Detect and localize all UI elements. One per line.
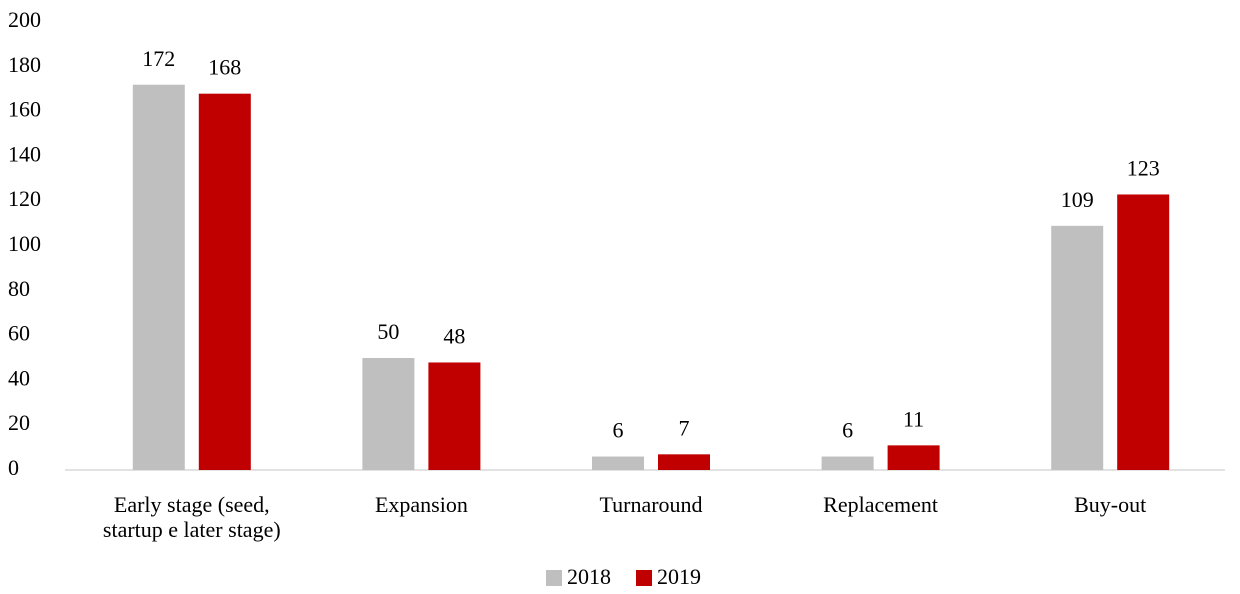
x-tick-label: Buy-out xyxy=(1074,492,1147,517)
y-tick-label: 200 xyxy=(8,7,41,32)
data-label: 123 xyxy=(1127,156,1160,181)
bar xyxy=(821,456,874,470)
y-tick-label: 40 xyxy=(8,365,30,390)
legend-swatch xyxy=(546,570,562,586)
data-label: 6 xyxy=(613,418,624,443)
bar xyxy=(198,93,251,471)
y-tick-label: 60 xyxy=(8,321,30,346)
data-label: 6 xyxy=(842,418,853,443)
bar xyxy=(1117,194,1170,471)
legend-swatch xyxy=(636,570,652,586)
x-tick-label: Replacement xyxy=(823,492,939,517)
y-tick-label: 120 xyxy=(8,186,41,211)
data-label: 48 xyxy=(443,324,465,349)
y-tick-label: 160 xyxy=(8,97,41,122)
y-tick-label: 140 xyxy=(8,141,41,166)
bar xyxy=(1051,225,1104,470)
y-tick-label: 100 xyxy=(8,231,41,256)
y-tick-label: 20 xyxy=(8,410,30,435)
bar xyxy=(428,362,481,470)
legend-label: 2018 xyxy=(567,564,611,589)
data-label: 11 xyxy=(903,406,924,431)
bar xyxy=(658,454,710,470)
bar xyxy=(362,358,415,470)
bar xyxy=(592,456,644,470)
data-label: 7 xyxy=(679,415,690,440)
y-tick-label: 180 xyxy=(8,52,41,77)
legend-label: 2019 xyxy=(657,564,701,589)
data-label: 172 xyxy=(142,46,175,71)
bar xyxy=(887,445,940,470)
x-tick-label: Early stage (seed, startup e later stage… xyxy=(102,492,281,542)
data-label: 168 xyxy=(208,55,241,80)
y-tick-label: 80 xyxy=(8,276,30,301)
data-label: 109 xyxy=(1061,187,1094,212)
x-tick-label: Expansion xyxy=(374,492,468,517)
y-tick-label: 0 xyxy=(8,455,19,480)
data-label: 50 xyxy=(377,319,399,344)
bar xyxy=(132,84,185,470)
x-tick-label: Turnaround xyxy=(599,492,703,517)
